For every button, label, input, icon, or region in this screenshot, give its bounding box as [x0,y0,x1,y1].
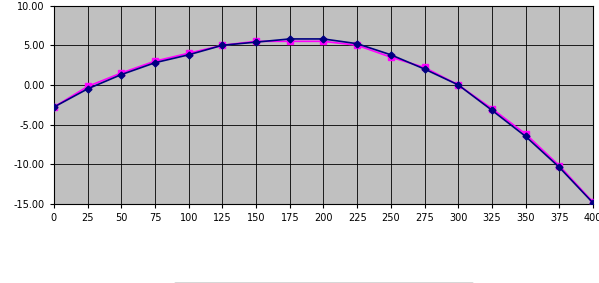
Bullet Location M855 [152,59,159,63]
Bullet Location M855 [589,200,597,204]
Bullet Location M193 [455,83,462,87]
Bullet Location M193 [387,53,394,57]
Bullet Location M193 [117,73,125,76]
Bullet Location M855 [185,52,192,55]
Bullet Location M193 [353,42,361,45]
Bullet Location M193 [320,37,327,41]
Bullet Location M193 [152,61,159,65]
Bullet Location M193 [50,105,58,109]
Bullet Location M855 [320,40,327,43]
Bullet Location M855 [421,66,428,69]
Bullet Location M193 [185,53,192,57]
Bullet Location M855 [556,164,563,168]
Bullet Location M855 [488,107,495,110]
Bullet Location M193 [556,166,563,169]
Bullet Location M855 [353,44,361,47]
Bullet Location M193 [253,40,260,44]
Bullet Location M855 [522,132,530,136]
Bullet Location M193 [286,37,294,41]
Bullet Location M193 [421,67,428,71]
Line: Bullet Location M193: Bullet Location M193 [52,37,595,205]
Bullet Location M855 [455,83,462,87]
Line: Bullet Location M855: Bullet Location M855 [51,38,596,205]
Bullet Location M193 [84,87,91,91]
Bullet Location M855 [50,105,58,109]
Bullet Location M193 [589,201,597,205]
Bullet Location M193 [488,109,495,112]
Bullet Location M855 [84,85,91,88]
Bullet Location M855 [253,40,260,43]
Bullet Location M855 [117,71,125,75]
Bullet Location M855 [286,40,294,43]
Bullet Location M855 [387,55,394,59]
Bullet Location M193 [219,44,226,47]
Bullet Location M193 [522,135,530,138]
Bullet Location M855 [219,44,226,47]
